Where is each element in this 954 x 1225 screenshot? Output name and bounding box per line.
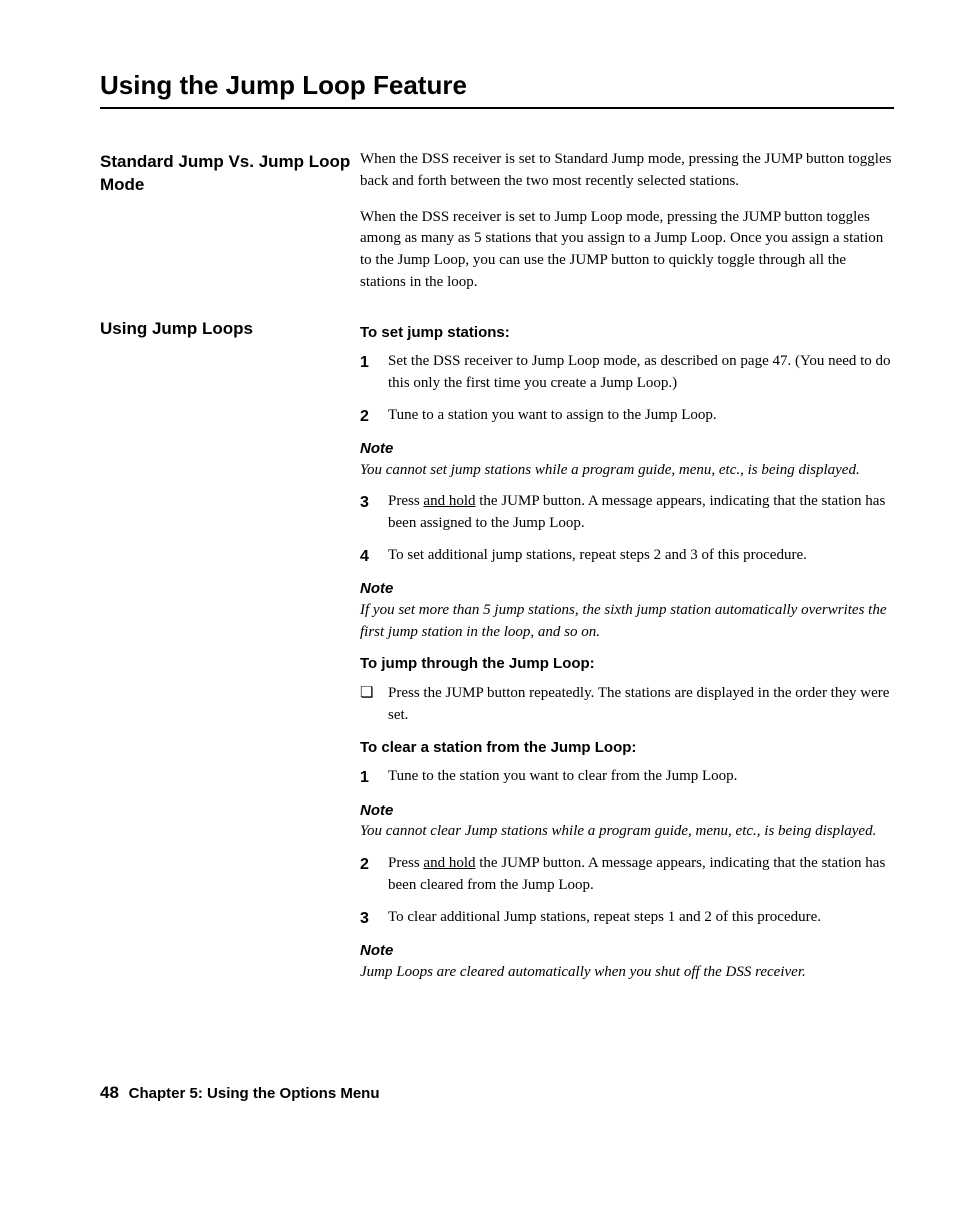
clear-step-1: 1 Tune to the station you want to clear …	[360, 766, 894, 789]
para-standard-jump-2: When the DSS receiver is set to Jump Loo…	[360, 207, 894, 294]
step-text-a: Press	[388, 855, 423, 871]
note-body: If you set more than 5 jump stations, th…	[360, 600, 894, 644]
page-footer: 48 Chapter 5: Using the Options Menu	[100, 1083, 894, 1103]
step-number: 2	[360, 405, 388, 428]
step-2: 2 Tune to a station you want to assign t…	[360, 405, 894, 428]
step-number: 3	[360, 491, 388, 535]
step-text-a: Press	[388, 493, 423, 509]
main-col-using-jump-loops: To set jump stations: 1 Set the DSS rece…	[360, 316, 894, 994]
para-standard-jump-1: When the DSS receiver is set to Standard…	[360, 149, 894, 193]
bullet-jump-through: ❏ Press the JUMP button repeatedly. The …	[360, 683, 894, 727]
bullet-text: Press the JUMP button repeatedly. The st…	[388, 683, 894, 727]
note-heading: Note	[360, 438, 894, 460]
side-heading-using-jump-loops: Using Jump Loops	[100, 316, 360, 341]
step-text-underlined: and hold	[423, 493, 475, 509]
step-4: 4 To set additional jump stations, repea…	[360, 545, 894, 568]
note-body: Jump Loops are cleared automatically whe…	[360, 962, 894, 984]
clear-step-3: 3 To clear additional Jump stations, rep…	[360, 907, 894, 930]
step-number: 4	[360, 545, 388, 568]
page-title: Using the Jump Loop Feature	[100, 70, 894, 109]
page: Using the Jump Loop Feature Standard Jum…	[0, 0, 954, 1143]
note-body: You cannot set jump stations while a pro…	[360, 460, 894, 482]
main-col-standard-jump: When the DSS receiver is set to Standard…	[360, 149, 894, 308]
section-using-jump-loops: Using Jump Loops To set jump stations: 1…	[100, 316, 894, 994]
step-text: Set the DSS receiver to Jump Loop mode, …	[388, 351, 894, 395]
step-3: 3 Press and hold the JUMP button. A mess…	[360, 491, 894, 535]
step-text: To clear additional Jump stations, repea…	[388, 907, 894, 930]
step-1: 1 Set the DSS receiver to Jump Loop mode…	[360, 351, 894, 395]
step-text: Tune to the station you want to clear fr…	[388, 766, 894, 789]
step-text: Press and hold the JUMP button. A messag…	[388, 491, 894, 535]
clear-step-2: 2 Press and hold the JUMP button. A mess…	[360, 853, 894, 897]
subhead-jump-through: To jump through the Jump Loop:	[360, 653, 894, 675]
step-text: Press and hold the JUMP button. A messag…	[388, 853, 894, 897]
section-standard-jump: Standard Jump Vs. Jump Loop Mode When th…	[100, 149, 894, 308]
note-heading: Note	[360, 800, 894, 822]
step-number: 3	[360, 907, 388, 930]
step-number: 1	[360, 351, 388, 395]
step-text: To set additional jump stations, repeat …	[388, 545, 894, 568]
step-number: 1	[360, 766, 388, 789]
note-heading: Note	[360, 578, 894, 600]
subhead-set-jump-stations: To set jump stations:	[360, 322, 894, 344]
bullet-glyph: ❏	[360, 683, 388, 727]
chapter-label: Chapter 5: Using the Options Menu	[129, 1085, 380, 1102]
subhead-clear-station: To clear a station from the Jump Loop:	[360, 737, 894, 759]
note-body: You cannot clear Jump stations while a p…	[360, 821, 894, 843]
side-heading-standard-jump: Standard Jump Vs. Jump Loop Mode	[100, 149, 360, 197]
step-text: Tune to a station you want to assign to …	[388, 405, 894, 428]
step-number: 2	[360, 853, 388, 897]
page-number: 48	[100, 1083, 119, 1102]
note-heading: Note	[360, 940, 894, 962]
step-text-underlined: and hold	[423, 855, 475, 871]
